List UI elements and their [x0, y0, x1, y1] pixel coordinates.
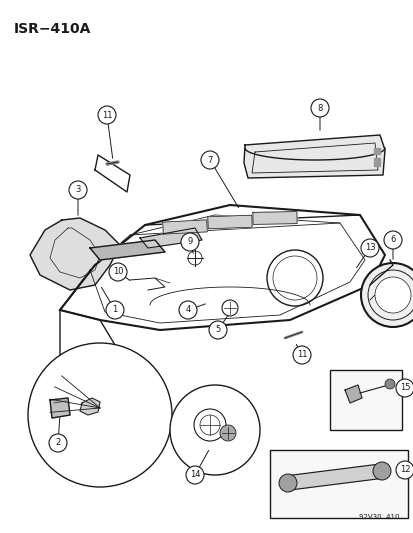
Text: 5: 5: [215, 326, 220, 335]
Text: 2: 2: [55, 439, 60, 448]
Text: 11: 11: [102, 110, 112, 119]
Circle shape: [395, 379, 413, 397]
Text: 3: 3: [75, 185, 81, 195]
Circle shape: [372, 462, 390, 480]
Bar: [373, 148, 379, 154]
Circle shape: [98, 106, 116, 124]
Polygon shape: [344, 385, 361, 403]
Circle shape: [395, 461, 413, 479]
Polygon shape: [50, 398, 70, 418]
Polygon shape: [30, 218, 120, 290]
Circle shape: [383, 231, 401, 249]
Polygon shape: [162, 220, 207, 234]
Circle shape: [360, 239, 378, 257]
Text: 13: 13: [364, 244, 375, 253]
Polygon shape: [140, 228, 202, 248]
Text: 92V30  410: 92V30 410: [358, 514, 399, 520]
Circle shape: [292, 346, 310, 364]
Polygon shape: [243, 135, 384, 178]
Circle shape: [374, 277, 410, 313]
Polygon shape: [252, 212, 297, 224]
Text: 9: 9: [187, 238, 192, 246]
Circle shape: [178, 301, 197, 319]
Circle shape: [28, 343, 171, 487]
Text: 15: 15: [399, 384, 409, 392]
Text: 8: 8: [316, 103, 322, 112]
Circle shape: [360, 263, 413, 327]
Polygon shape: [80, 398, 100, 415]
Circle shape: [310, 99, 328, 117]
Polygon shape: [207, 215, 252, 229]
Circle shape: [106, 301, 124, 319]
Text: 6: 6: [389, 236, 395, 245]
Bar: [329, 370, 401, 430]
Circle shape: [384, 379, 394, 389]
Bar: [373, 158, 379, 166]
Polygon shape: [90, 240, 165, 260]
Text: 12: 12: [399, 465, 409, 474]
Text: 7: 7: [207, 156, 212, 165]
Circle shape: [278, 474, 296, 492]
Circle shape: [69, 181, 87, 199]
Circle shape: [185, 466, 204, 484]
Circle shape: [109, 263, 127, 281]
Polygon shape: [284, 464, 384, 490]
Text: 10: 10: [112, 268, 123, 277]
Text: 1: 1: [112, 305, 117, 314]
Text: 4: 4: [185, 305, 190, 314]
Circle shape: [170, 385, 259, 475]
Text: 14: 14: [189, 471, 200, 480]
Text: ISR−410A: ISR−410A: [14, 22, 91, 36]
Text: 11: 11: [296, 351, 306, 359]
Circle shape: [180, 233, 199, 251]
Circle shape: [49, 434, 67, 452]
Circle shape: [201, 151, 218, 169]
Bar: [269, 450, 407, 518]
Circle shape: [209, 321, 226, 339]
Circle shape: [219, 425, 235, 441]
